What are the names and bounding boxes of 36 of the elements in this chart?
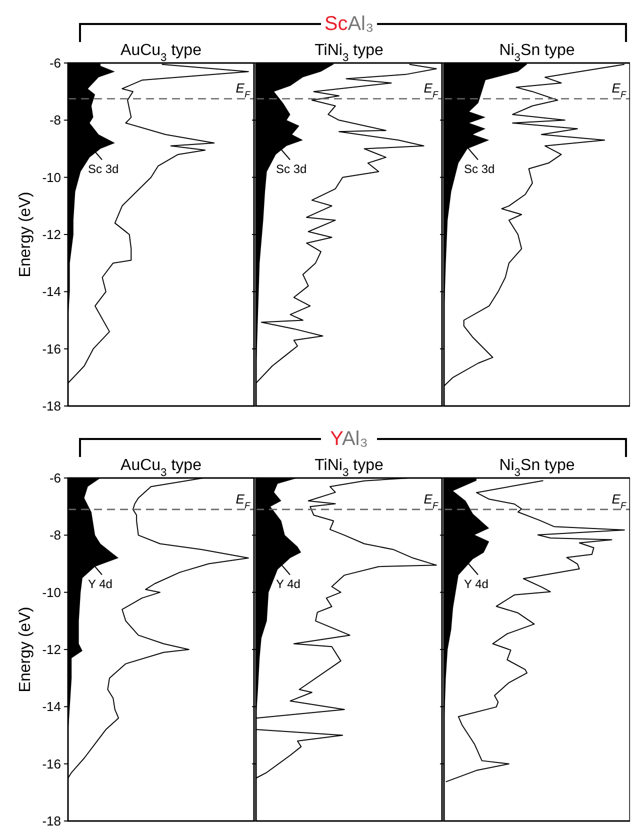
y-tick-label: -6: [49, 470, 61, 486]
y-tick-label: -8: [49, 112, 61, 128]
annotation: Sc 3d: [276, 162, 307, 176]
ref-line-label: E$_{F}$: [612, 80, 626, 100]
chart-subtitle: TiNi$_{3}$ type: [314, 457, 384, 479]
y-tick-label: -6: [49, 56, 61, 71]
chart-subtitle: TiNi$_{3}$ type: [314, 42, 384, 64]
y-tick-label: -14: [42, 284, 61, 300]
chart-title: ScAl₃: [324, 13, 374, 35]
ref-line-label: E$_{F}$: [424, 80, 438, 100]
annotation: Y 4d: [276, 576, 300, 591]
annotation: Y 4d: [464, 576, 488, 591]
ref-line-label: E$_{F}$: [236, 491, 250, 510]
y-tick-label: -16: [42, 756, 61, 772]
y-tick-label: -18: [42, 814, 61, 829]
y-axis-title: Energy (eV): [17, 606, 34, 692]
y-tick-label: -10: [42, 170, 61, 185]
ref-line-label: E$_{F}$: [612, 491, 626, 510]
chart-subtitle: Ni$_{3}$Sn type: [499, 457, 575, 479]
ref-line-label: E$_{F}$: [424, 491, 438, 510]
y-tick-label: -12: [42, 642, 61, 658]
chart-subtitle: Ni$_{3}$Sn type: [499, 42, 575, 64]
y-axis-title: Energy (eV): [17, 192, 34, 278]
y-tick-label: -10: [42, 584, 61, 600]
chart-title: YAl₃: [330, 428, 368, 450]
y-tick-label: -18: [42, 398, 61, 414]
ref-line-label: E$_{F}$: [236, 80, 250, 100]
annotation: Sc 3d: [88, 162, 119, 176]
y-tick-label: -8: [49, 528, 61, 543]
chart-subtitle: AuCu$_{3}$ type: [120, 42, 202, 64]
annotation: Y 4d: [88, 576, 112, 591]
y-tick-label: -12: [42, 227, 61, 242]
annotation: Sc 3d: [464, 162, 495, 176]
y-tick-label: -14: [42, 699, 61, 714]
y-tick-label: -16: [42, 341, 61, 356]
chart-subtitle: AuCu$_{3}$ type: [120, 457, 202, 479]
